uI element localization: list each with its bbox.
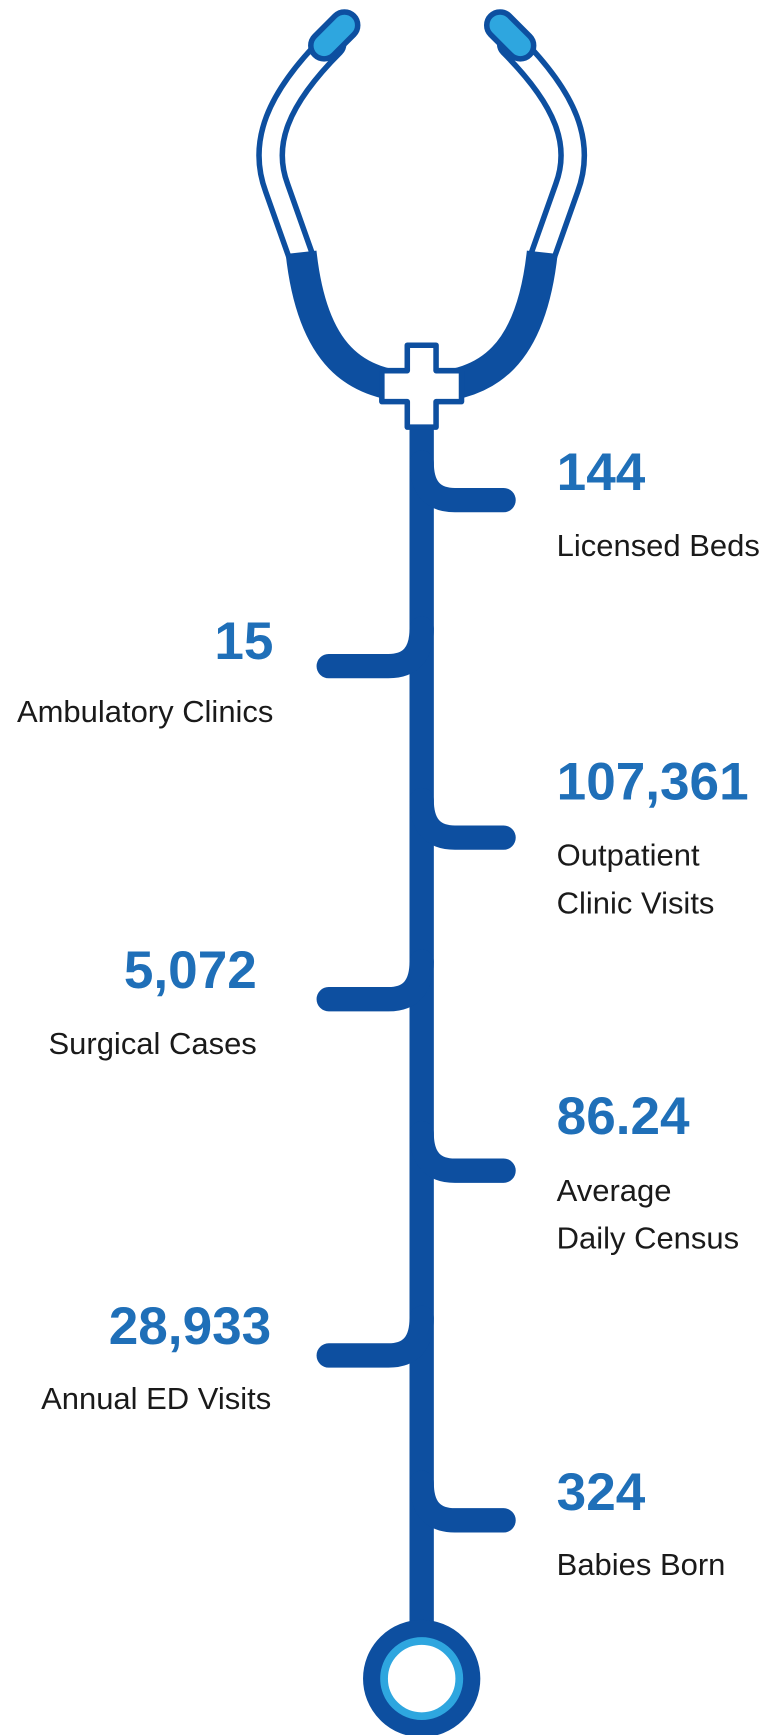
page: {"stats": [ {"value": "144", "label": ["… (0, 0, 767, 1735)
stat-label: Clinic Visits (557, 885, 715, 920)
branch (329, 628, 422, 666)
stat-label: Outpatient (557, 838, 700, 873)
branch (329, 962, 422, 1000)
stat-label: Daily Census (557, 1221, 739, 1256)
stat-label: Average (557, 1173, 672, 1208)
stat-label: Ambulatory Clinics (17, 694, 273, 729)
branch (329, 1318, 422, 1356)
left-tube-lower (301, 252, 422, 387)
chest-piece-ring (384, 1641, 459, 1716)
stat-value: 107,361 (557, 753, 749, 812)
stat-label: Surgical Cases (49, 1026, 257, 1061)
stethoscope-infographic: 144 Licensed Beds 15 Ambulatory Clinics 107,… (0, 0, 767, 1735)
stat-value: 15 (214, 612, 273, 671)
branch (422, 1133, 504, 1171)
stat-label: Annual ED Visits (41, 1381, 271, 1416)
branch (422, 1483, 504, 1521)
stat-value: 324 (557, 1463, 646, 1522)
stats: 144 Licensed Beds 15 Ambulatory Clinics 107,… (17, 443, 760, 1582)
branch (422, 800, 504, 838)
right-earpiece (481, 6, 539, 64)
right-tube-lower (422, 252, 543, 387)
stat-label: Babies Born (557, 1547, 726, 1582)
stat-value: 144 (557, 443, 646, 502)
left-earpiece (305, 6, 363, 64)
stat-label: Licensed Beds (557, 528, 760, 563)
stat-value: 86.24 (557, 1087, 690, 1146)
stat-value: 28,933 (109, 1297, 271, 1356)
stat-value: 5,072 (124, 941, 257, 1000)
cross (382, 345, 462, 427)
branch (422, 463, 504, 501)
